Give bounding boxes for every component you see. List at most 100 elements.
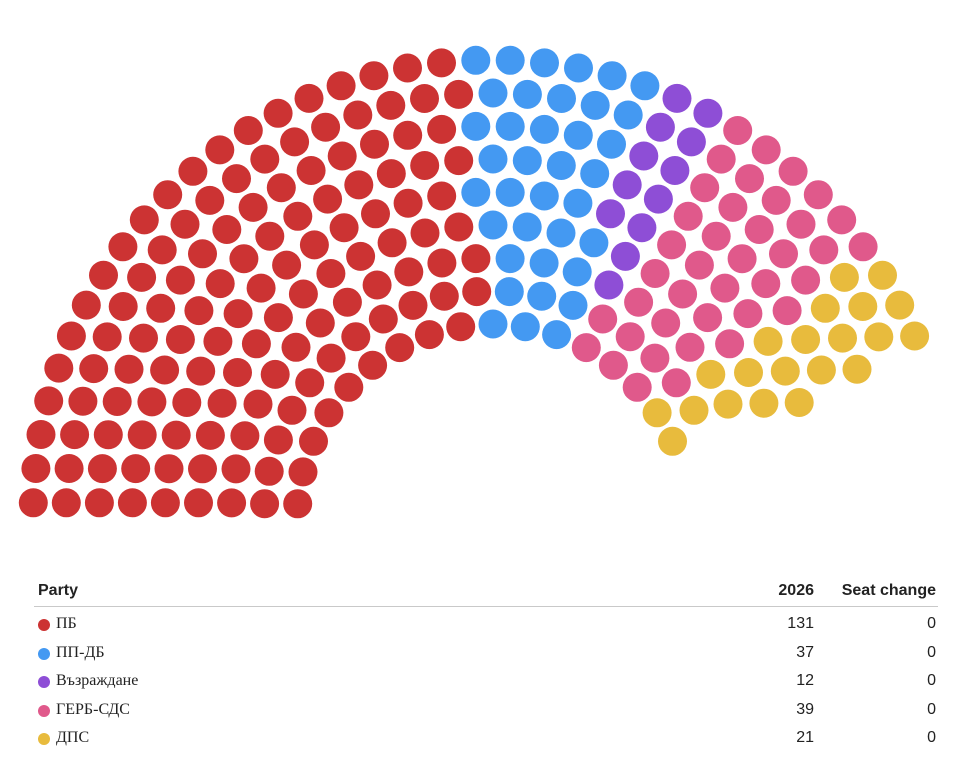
party-name: ГЕРБ-СДС [56, 700, 130, 718]
seat-dot [427, 248, 457, 278]
party-color-dot [38, 619, 50, 631]
seat-dot [615, 322, 645, 352]
seat-dot [26, 420, 56, 449]
seat-dot [344, 170, 374, 200]
seat-dot [266, 173, 296, 203]
seat-dot [769, 239, 798, 269]
seat-dot [243, 389, 273, 419]
seat-dot [359, 61, 389, 91]
seat-dot [102, 387, 132, 416]
results-table: Party 2026 Seat change ПБ 131 0 ПП-ДБ 37… [34, 580, 938, 754]
seat-dot [885, 290, 915, 320]
seat-dot [640, 343, 670, 373]
seat-dot [360, 129, 389, 159]
seat-dot [495, 177, 525, 207]
seat-dot [165, 325, 195, 354]
seat-dot [272, 250, 302, 280]
table-row: ГЕРБ-СДС 39 0 [34, 697, 938, 726]
seat-dot [564, 53, 593, 83]
seat-dot [547, 84, 576, 113]
seat-dot [263, 303, 293, 333]
seat-dot [444, 146, 474, 176]
seat-dot [612, 170, 642, 200]
seat-dot [233, 116, 263, 145]
seat-dot [710, 273, 740, 303]
seat-dot [368, 304, 398, 334]
seat-dot [624, 287, 654, 317]
seat-dot [512, 79, 542, 109]
seat-dot [563, 188, 593, 218]
seat-dot [263, 425, 293, 455]
seat-dot [735, 164, 764, 194]
seat-dot [127, 420, 157, 450]
seat-dot [410, 84, 439, 113]
seat-dot [288, 457, 318, 487]
seat-dot [414, 320, 444, 350]
seat-dot [147, 235, 177, 265]
seat-dot [597, 61, 627, 91]
seat-dot [642, 398, 672, 428]
seat-dot [494, 277, 524, 307]
seat-dot [629, 141, 659, 171]
seat-dot [299, 230, 329, 260]
seat-dot [254, 456, 284, 486]
seat-dot [461, 45, 491, 75]
seat-dot [178, 156, 208, 186]
seat-dot [848, 292, 878, 321]
seat-dot [195, 185, 225, 215]
seat-dot [18, 488, 48, 518]
seat-dot [571, 333, 601, 363]
seat-dot [478, 309, 508, 339]
seat-dot [161, 420, 191, 450]
seat-dot [229, 244, 259, 274]
seat-dot [393, 53, 422, 83]
seat-dot [723, 116, 753, 145]
seat-dot [900, 321, 930, 351]
seat-dot [108, 292, 138, 321]
seat-dot [54, 454, 84, 483]
seat-dot [385, 333, 415, 363]
seat-dot [255, 221, 285, 251]
seat-dot [263, 98, 293, 128]
seat-dot [461, 111, 491, 141]
party-name: ПП-ДБ [56, 643, 105, 661]
seat-dot [71, 290, 101, 320]
seat-dot [622, 372, 652, 402]
seat-dot [427, 114, 457, 144]
seat-dot [188, 454, 217, 484]
header-year: 2026 [778, 582, 814, 599]
seat-dot [60, 420, 90, 450]
seat-dot [311, 112, 341, 142]
seat-dot [393, 120, 423, 150]
seat-dot [195, 420, 225, 450]
seat-dot [250, 489, 280, 519]
seat-dot [79, 354, 109, 384]
seat-dot [786, 209, 816, 239]
seat-dot [643, 184, 673, 214]
seat-dot [510, 312, 540, 342]
seat-dot [803, 180, 833, 210]
seat-dot [461, 244, 491, 274]
table-row: ПБ 131 0 [34, 611, 938, 640]
seat-dot [527, 281, 557, 311]
seat-dot [546, 218, 576, 248]
party-name: ДПС [56, 729, 90, 747]
seat-dot [427, 181, 457, 211]
seat-dot [223, 358, 252, 387]
header-party: Party [38, 582, 79, 599]
seat-dot [146, 293, 176, 323]
seat-dot [495, 111, 525, 141]
party-seats: 21 [796, 729, 814, 747]
seat-dot [246, 273, 276, 303]
seat-dot [283, 489, 313, 519]
seat-dot [212, 215, 242, 244]
seat-dot [478, 210, 508, 240]
seat-dot [529, 181, 559, 211]
seat-dot [376, 90, 406, 120]
party-seat-change: 0 [927, 643, 936, 661]
party-name: ПБ [56, 615, 77, 632]
seat-dot [791, 265, 821, 295]
seat-dot [809, 235, 839, 265]
seat-dot [791, 325, 821, 354]
seat-dot [864, 322, 894, 352]
